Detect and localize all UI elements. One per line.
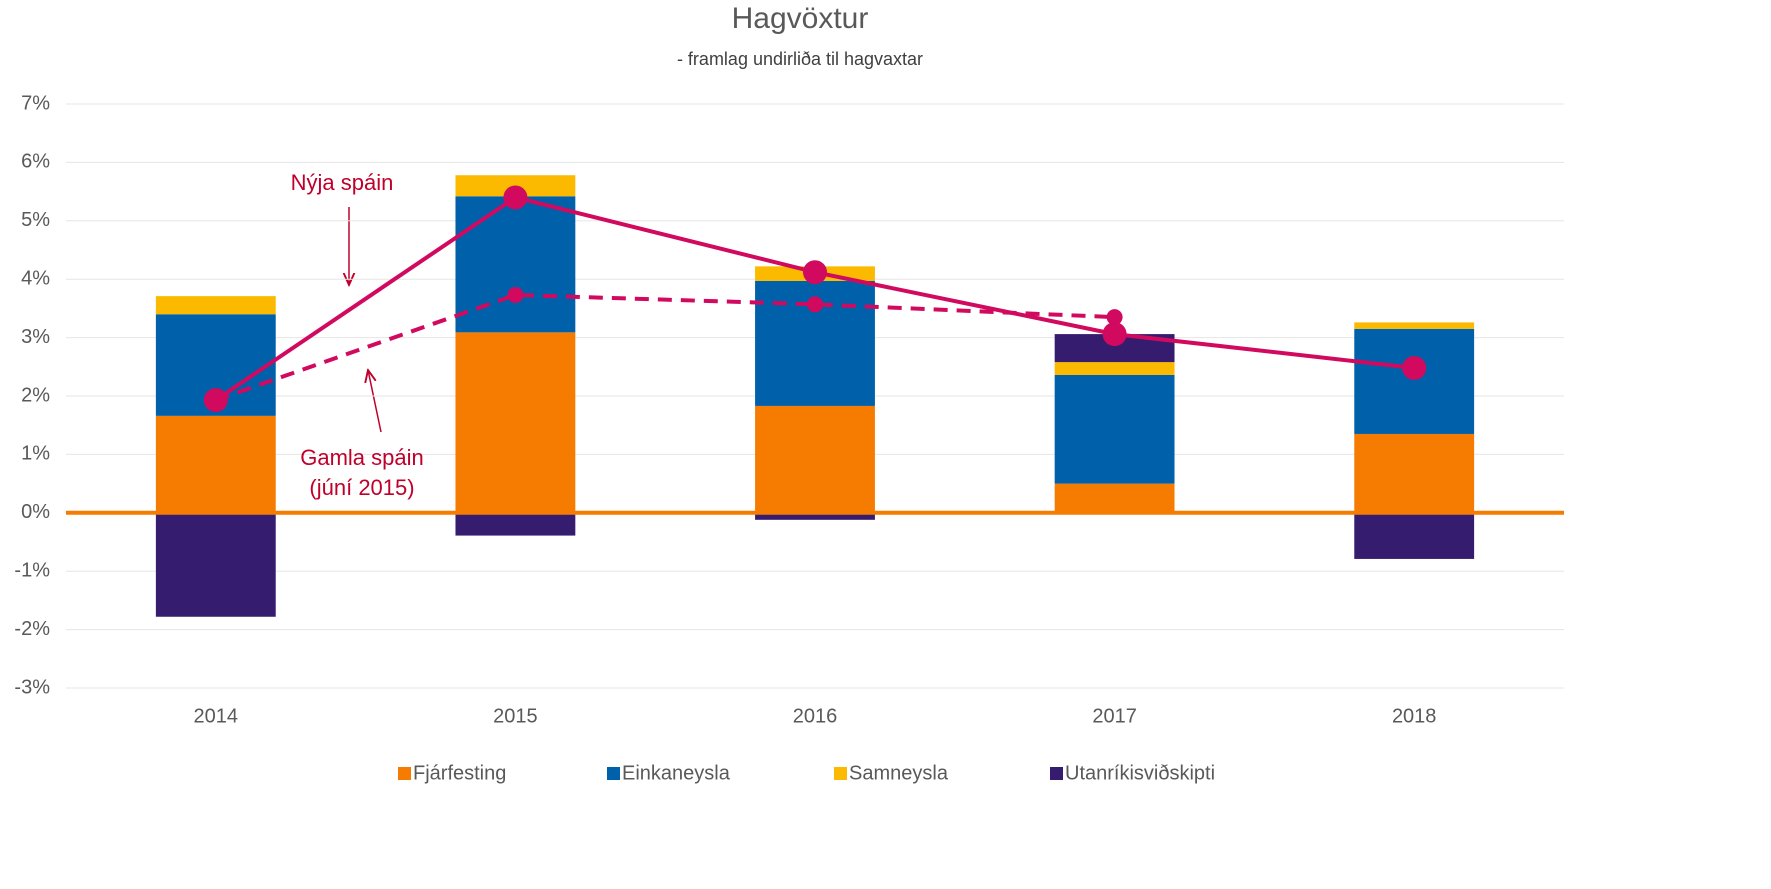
y-tick-label: 7%	[21, 92, 50, 114]
x-tick-label: 2014	[194, 705, 239, 727]
line-series	[215, 292, 1115, 402]
y-tick-label: -1%	[14, 559, 50, 581]
bar-segment	[155, 512, 276, 617]
annotation: Nýja spáin	[291, 170, 394, 195]
y-tick-label: 4%	[21, 267, 50, 289]
line-marker	[803, 260, 827, 285]
chart-subtitle: - framlag undirliða til hagvaxtar	[677, 49, 923, 69]
bar-segment	[455, 512, 576, 536]
line-marker	[507, 286, 524, 303]
bar-segment	[1354, 512, 1475, 559]
bar-segment	[1354, 322, 1475, 329]
y-tick-label: 3%	[21, 326, 50, 348]
y-tick-label: 5%	[21, 209, 50, 231]
x-tick-label: 2017	[1092, 705, 1137, 727]
x-tick-label: 2018	[1392, 705, 1437, 727]
bar-segment	[755, 405, 875, 513]
legend-label: Einkaneysla	[622, 762, 731, 784]
bar-segment	[155, 296, 276, 315]
bar-segment	[1054, 374, 1175, 484]
bar-segment	[755, 512, 875, 520]
y-tick-label: 1%	[21, 443, 50, 465]
y-tick-label: -3%	[14, 676, 50, 698]
line-marker	[207, 392, 224, 409]
y-tick-label: -2%	[14, 618, 50, 640]
bar-segment	[1354, 328, 1475, 434]
bar-segment	[155, 415, 276, 513]
line-marker	[807, 296, 823, 313]
chart-title: Hagvöxtur	[732, 2, 869, 35]
bar-segment	[1054, 483, 1175, 513]
y-tick-label: 6%	[21, 151, 50, 173]
bar-segment	[455, 332, 576, 513]
legend-swatch	[398, 767, 411, 780]
annotation: (júní 2015)	[309, 475, 414, 500]
annotation: Gamla spáin	[300, 445, 424, 470]
line-marker	[1102, 322, 1127, 347]
line-marker	[1106, 309, 1123, 326]
bar-segment	[455, 196, 576, 333]
x-tick-label: 2016	[793, 705, 838, 727]
y-tick-label: 2%	[21, 384, 50, 406]
legend-swatch	[1050, 767, 1063, 780]
bar-segment	[1054, 362, 1175, 375]
annotation-arrow	[368, 370, 382, 433]
legend-label: Utanríkisviðskipti	[1065, 762, 1215, 784]
bar-segment	[1354, 433, 1475, 513]
legend-label: Fjárfesting	[413, 762, 506, 784]
legend-swatch	[834, 767, 847, 780]
x-tick-label: 2015	[493, 705, 538, 727]
y-tick-label: 0%	[21, 501, 50, 523]
legend-label: Samneysla	[849, 762, 949, 784]
line-marker	[503, 185, 528, 210]
legend-swatch	[607, 767, 620, 780]
line-marker	[1402, 355, 1427, 380]
